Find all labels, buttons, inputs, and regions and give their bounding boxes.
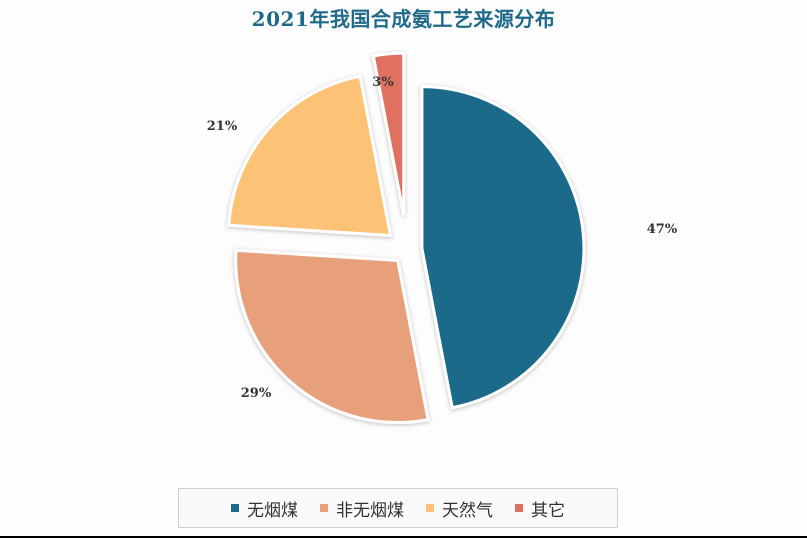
legend-swatch — [515, 504, 523, 512]
legend-swatch — [231, 504, 239, 512]
pie-slice-1 — [420, 85, 586, 410]
legend-item-1: 无烟煤 — [231, 496, 298, 521]
legend-label: 无烟煤 — [247, 500, 298, 521]
data-label-1: 47% — [647, 222, 678, 237]
legend-item-3: 天然气 — [426, 496, 493, 521]
chart-legend: 无烟煤 非无烟煤 天然气 其它 — [178, 488, 618, 528]
pie-slice-2 — [234, 248, 430, 424]
data-label-2: 29% — [241, 386, 272, 401]
legend-swatch — [320, 504, 328, 512]
chart-title: 2021年我国合成氨工艺来源分布 — [251, 7, 556, 31]
legend-label: 天然气 — [442, 500, 493, 521]
legend-item-4: 其它 — [515, 496, 565, 521]
legend-label: 非无烟煤 — [336, 500, 404, 521]
legend-label: 其它 — [531, 500, 565, 521]
legend-swatch — [426, 504, 434, 512]
data-label-3: 21% — [207, 119, 238, 134]
pie-slice-4 — [371, 51, 406, 216]
pie-slice-3 — [227, 74, 393, 238]
data-label-4: 3% — [372, 75, 394, 90]
legend-item-2: 非无烟煤 — [320, 496, 404, 521]
